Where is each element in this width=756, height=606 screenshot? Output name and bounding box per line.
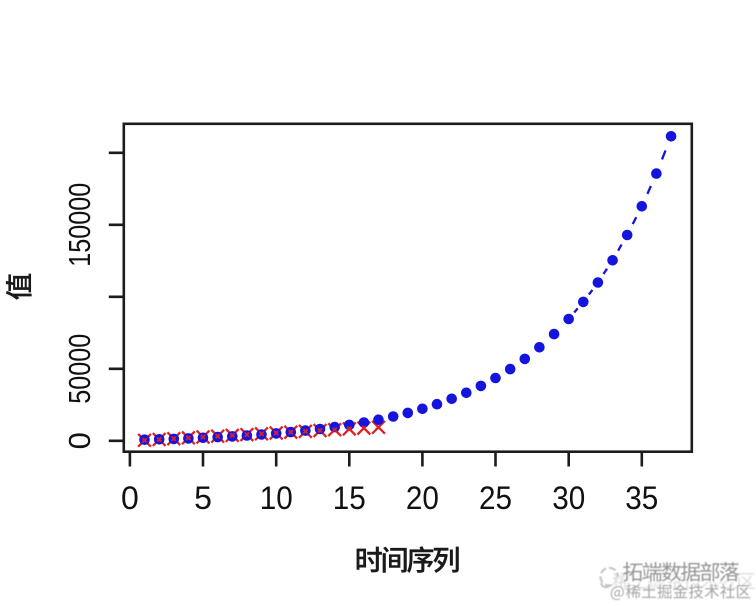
- svg-text:35: 35: [625, 480, 658, 516]
- svg-text:15: 15: [333, 480, 366, 516]
- svg-text:50000: 50000: [62, 334, 97, 404]
- svg-text:5: 5: [194, 480, 212, 516]
- svg-text:20: 20: [406, 480, 439, 516]
- svg-text:25: 25: [479, 480, 512, 516]
- svg-text:150000: 150000: [62, 183, 97, 267]
- svg-text:10: 10: [260, 480, 293, 516]
- svg-text:0: 0: [62, 432, 97, 449]
- svg-text:0: 0: [121, 480, 139, 516]
- svg-text:30: 30: [552, 480, 585, 516]
